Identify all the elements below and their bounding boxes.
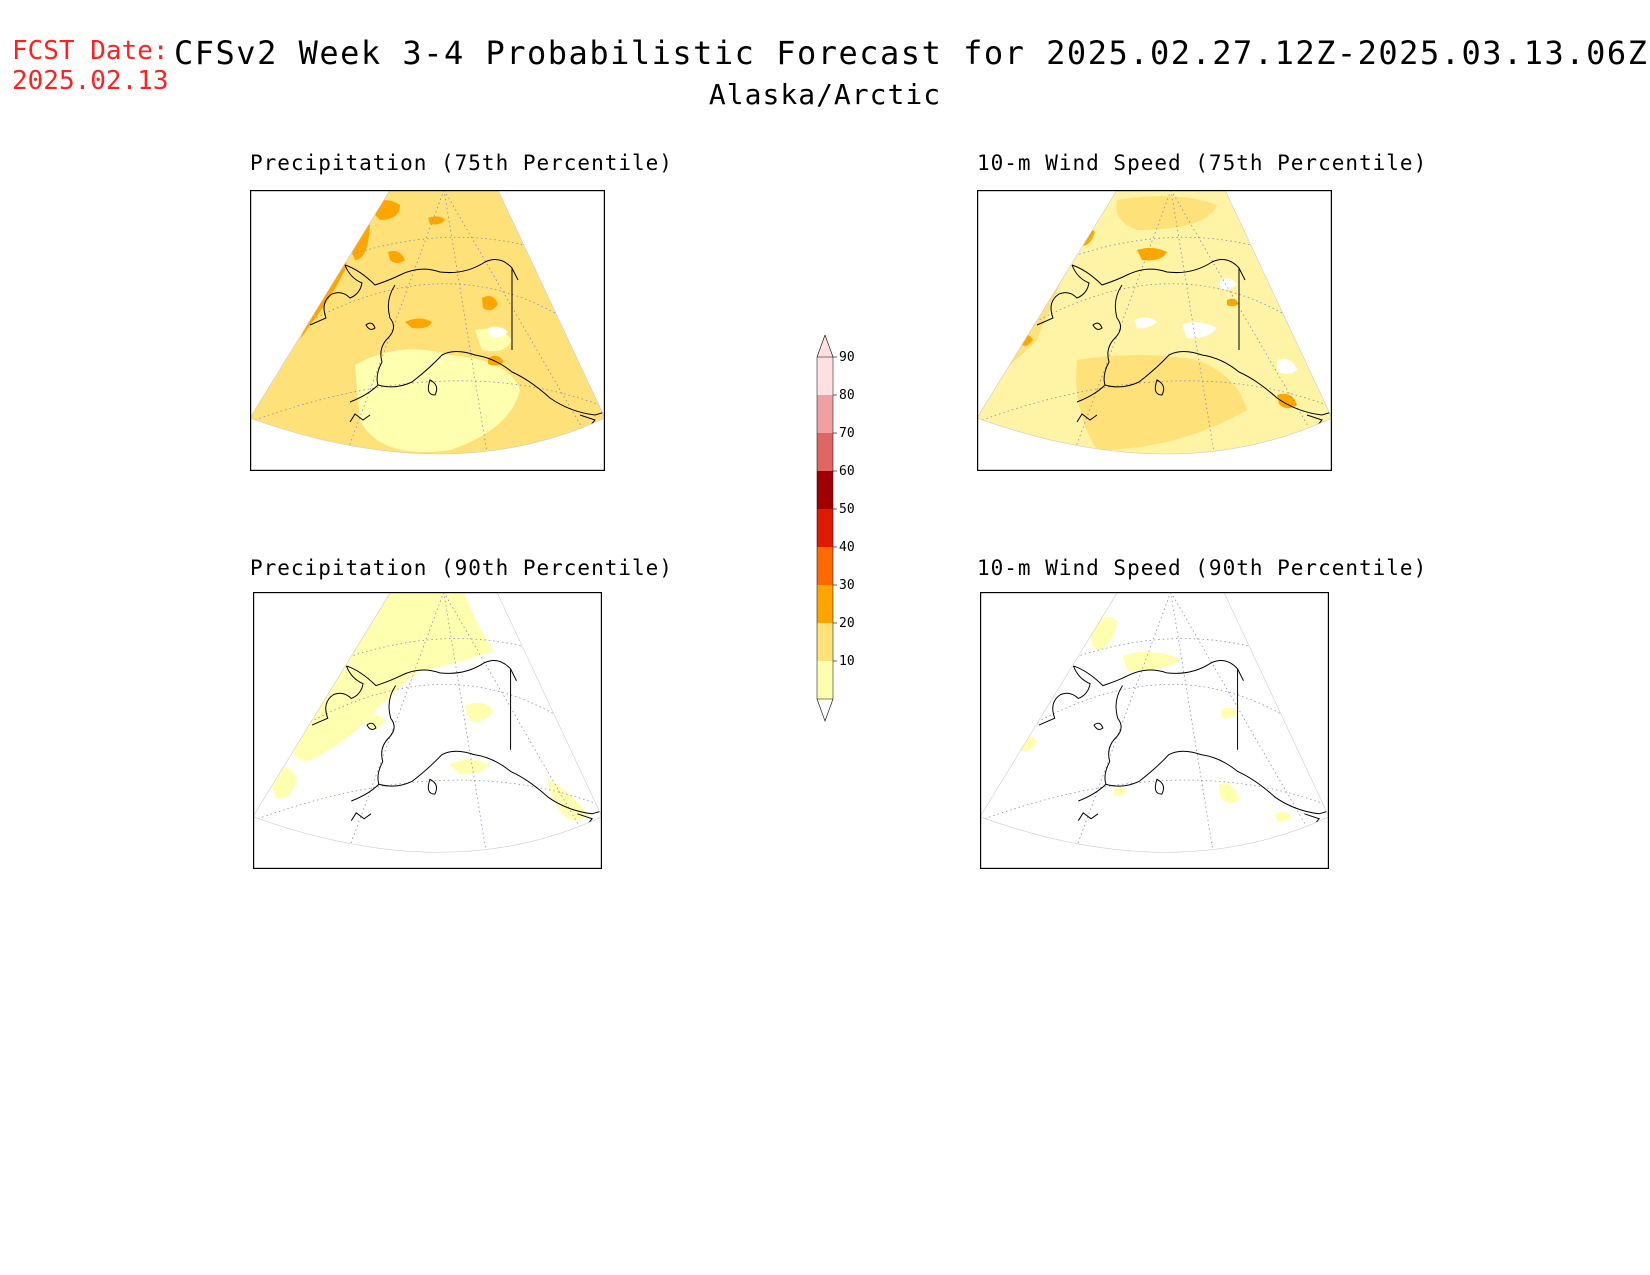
map-precip-90 xyxy=(253,592,602,869)
coastline xyxy=(309,259,605,427)
probability-area xyxy=(464,702,494,722)
color-legend: 10 20 30 40 50 60 70 80 90 xyxy=(815,334,875,749)
map-frame xyxy=(253,592,602,869)
probability-area xyxy=(1218,783,1241,803)
colorbar-segment xyxy=(817,661,833,699)
colorbar-tick-label: 40 xyxy=(839,540,855,555)
colorbar-bottom-arrow xyxy=(816,698,834,722)
orange-area xyxy=(405,318,432,329)
colorbar-tick-label: 50 xyxy=(839,502,855,517)
colorbar-segment xyxy=(817,471,833,509)
probability-area xyxy=(1076,355,1247,450)
colorbar-segment xyxy=(817,623,833,661)
colorbar-segment xyxy=(817,357,833,395)
probability-area xyxy=(1122,651,1182,671)
coastline xyxy=(1036,259,1332,427)
coastline xyxy=(311,660,602,825)
no-signal-area xyxy=(1135,317,1157,329)
colorbar-tick-label: 20 xyxy=(839,616,855,631)
region-subtitle: Alaska/Arctic xyxy=(708,78,942,111)
orange-area xyxy=(1137,247,1167,261)
no-signal-area xyxy=(488,326,508,338)
colorbar-tick-label: 70 xyxy=(839,426,855,441)
map-frame xyxy=(250,190,605,471)
colorbar-segment xyxy=(817,395,833,433)
colorbar-tick-label: 80 xyxy=(839,388,855,403)
probability-area xyxy=(366,715,386,731)
probability-area xyxy=(449,759,489,775)
panel-title-wind-90: 10-m Wind Speed (90th Percentile) xyxy=(977,556,1428,580)
colorbar-tick-label: 60 xyxy=(839,464,855,479)
colorbar-tick-label: 10 xyxy=(839,654,855,669)
probability-area xyxy=(1274,811,1293,822)
forecast-sector xyxy=(980,592,1329,853)
panel-title-wind-75: 10-m Wind Speed (75th Percentile) xyxy=(977,151,1428,175)
probability-area xyxy=(355,349,520,452)
panel-title-precip-75: Precipitation (75th Percentile) xyxy=(250,151,673,175)
colorbar-segment xyxy=(817,547,833,585)
map-precip-75 xyxy=(250,190,605,471)
colorbar-tick-label: 90 xyxy=(839,350,855,365)
probability-area xyxy=(1220,707,1238,719)
colorbar-segment xyxy=(817,509,833,547)
colorbar-tick-label: 30 xyxy=(839,578,855,593)
fcst-date-label: FCST Date: xyxy=(12,36,169,66)
fcst-date: 2025.02.13 xyxy=(12,66,169,96)
orange-area xyxy=(388,251,405,263)
main-title: CFSv2 Week 3-4 Probabilistic Forecast fo… xyxy=(174,34,1649,72)
map-frame xyxy=(977,190,1332,471)
orange-area xyxy=(1277,393,1297,409)
no-signal-area xyxy=(1182,322,1217,339)
colorbar-top-arrow xyxy=(816,334,834,358)
colorbar-segment xyxy=(817,585,833,623)
probability-area xyxy=(547,779,588,821)
panel-title-precip-90: Precipitation (90th Percentile) xyxy=(250,556,673,580)
map-wind-90 xyxy=(980,592,1329,869)
no-signal-area xyxy=(1220,278,1237,290)
orange-area xyxy=(482,296,498,311)
map-wind-75 xyxy=(977,190,1332,471)
orange-area xyxy=(428,216,445,225)
coastline xyxy=(1038,660,1329,825)
no-signal-area xyxy=(1277,358,1297,374)
forecast-sector xyxy=(253,592,602,853)
map-frame xyxy=(980,592,1329,869)
colorbar-segment xyxy=(817,433,833,471)
probability-area xyxy=(1112,787,1128,796)
orange-area xyxy=(1227,298,1239,307)
probability-area xyxy=(1116,196,1217,230)
probability-area xyxy=(292,592,494,761)
